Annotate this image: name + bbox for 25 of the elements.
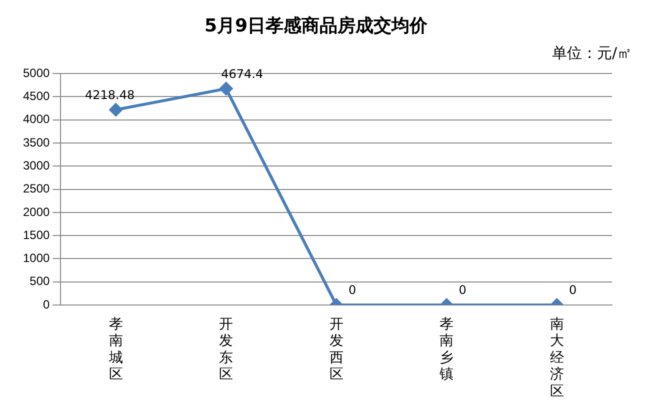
text: 单位：元/㎡ [552, 44, 632, 63]
chart-title: 5月9日孝感商品房成交均价 [204, 15, 429, 36]
x-tick-label: 孝南城区 [108, 315, 123, 382]
x-tick-label: 南大经济区 [550, 315, 564, 398]
y-tick-label: 2000 [22, 204, 50, 219]
data-label: 0 [458, 283, 466, 298]
y-tick-label: 5000 [22, 66, 50, 80]
data-label: 0 [348, 283, 356, 298]
y-tick-label: 3000 [22, 158, 50, 172]
data-label: 4674.4 [221, 66, 264, 81]
y-tick-label: 4000 [22, 112, 50, 126]
y-tick-label: 500 [30, 274, 50, 288]
point [220, 82, 233, 96]
data-label: 0 [569, 283, 577, 298]
x-tick-label: 孝南乡镇 [438, 315, 454, 382]
y-tick-label: 3500 [22, 135, 50, 150]
x-tick-label: 开发东区 [219, 315, 234, 382]
y-tick-label: 0 [43, 297, 50, 312]
y-tick-label: 2500 [22, 182, 50, 196]
y-tick-label: 1500 [22, 228, 50, 242]
y-tick-label: 1000 [22, 251, 50, 266]
data-label: 4218.48 [85, 88, 135, 102]
point [109, 103, 122, 116]
y-tick-label: 4500 [22, 89, 50, 104]
x-tick-label: 开发西区 [329, 315, 344, 382]
